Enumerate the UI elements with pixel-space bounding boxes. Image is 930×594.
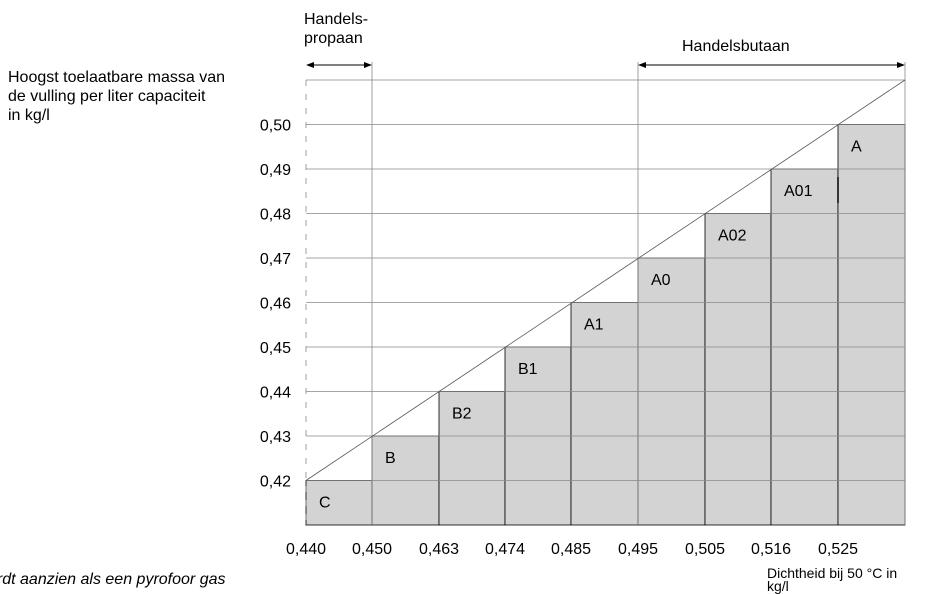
range-arrowhead-right: [364, 62, 372, 68]
x-tick-label: 0,450: [352, 541, 392, 558]
y-tick-label: 0,44: [260, 385, 291, 402]
bar-label: A01: [784, 183, 813, 200]
bar: [570, 302, 639, 526]
y-axis-label-line: de vulling per liter capaciteit: [8, 88, 206, 105]
y-tick-label: 0,42: [260, 474, 291, 491]
y-tick-label: 0,50: [260, 118, 291, 135]
labels-layer: C B B2 B1 A1 A0 A02 A01 A 0,42 0,43 0,44 0,45 0,46 0,4…: [260, 118, 862, 559]
x-tick-label: 0,495: [618, 541, 658, 558]
x-tick-label: 0,525: [818, 541, 858, 558]
x-tick-label: 0,516: [751, 541, 791, 558]
bar: [305, 480, 373, 526]
x-axis-label-line: kg/l: [767, 578, 789, 594]
range-label-line: Handels-: [304, 11, 369, 28]
x-tick-label: 0,485: [551, 541, 591, 558]
y-axis-label: Hoogst toelaatbare massa van de vulling …: [8, 68, 278, 125]
x-tick-label: 0,505: [685, 541, 725, 558]
bar-label: B1: [518, 361, 538, 378]
range-label-line: propaan: [304, 30, 363, 47]
x-axis-label-line: Dichtheid bij 50 °C in: [767, 565, 898, 581]
bar: [837, 124, 906, 526]
x-axis-label: Dichtheid bij 50 °C in kg/l: [767, 565, 898, 594]
y-tick-label: 0,45: [260, 340, 291, 357]
y-tick-label: 0,48: [260, 207, 291, 224]
bar-label: B: [385, 450, 396, 467]
y-axis-label-line: in kg/l: [8, 107, 50, 124]
range-label-propaan: Handels- propaan: [304, 10, 368, 48]
range-label-butaan: Handelsbutaan: [682, 37, 790, 56]
y-tick-label: 0,43: [260, 429, 291, 446]
bar-label: A1: [584, 317, 604, 334]
range-arrowhead-right: [897, 62, 905, 68]
bar: [704, 213, 772, 526]
y-tick-label: 0,49: [260, 162, 291, 179]
bars-layer: [305, 124, 906, 526]
bar-label: A: [851, 139, 862, 156]
bar: [438, 391, 506, 526]
x-tick-label: 0,463: [419, 541, 459, 558]
range-arrowhead-left: [306, 62, 314, 68]
diagonal-line: [305, 79, 906, 481]
y-tick-label: 0,46: [260, 296, 291, 313]
range-arrows: [306, 62, 905, 68]
bar-label: A02: [718, 228, 747, 245]
bar-label: B2: [452, 406, 472, 423]
footnote: ordt aanzien als een pyrofoor gas: [0, 571, 226, 588]
y-axis-label-line: Hoogst toelaatbare massa van: [8, 69, 226, 86]
y-tick-label: 0,47: [260, 251, 291, 268]
x-tick-label: 0,474: [485, 541, 525, 558]
range-arrowhead-left: [638, 62, 646, 68]
bar-label: A0: [651, 272, 671, 289]
bar-label: C: [319, 495, 331, 512]
grid-layer: [305, 62, 906, 525]
range-label-line: Handelsbutaan: [682, 38, 790, 55]
x-tick-label: 0,440: [286, 541, 326, 558]
